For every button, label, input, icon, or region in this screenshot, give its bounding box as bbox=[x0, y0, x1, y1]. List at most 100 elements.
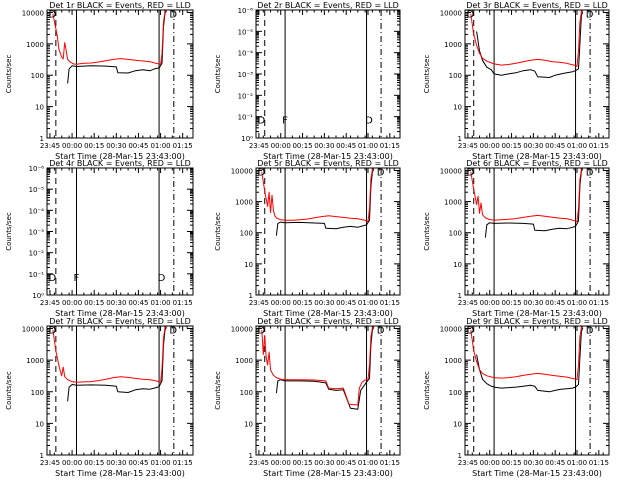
y-tick-label: 10⁻² bbox=[29, 250, 45, 258]
annotation-d: D bbox=[257, 116, 265, 127]
plot-frame bbox=[46, 9, 194, 139]
x-tick-label: 00:15 bbox=[501, 459, 521, 467]
x-tick-label: 00:15 bbox=[501, 299, 521, 307]
x-tick-label: 00:00 bbox=[480, 459, 500, 467]
y-axis-label: Counts/sec bbox=[5, 55, 13, 94]
y-axis-label: Counts/sec bbox=[423, 212, 431, 251]
annotation-d: D bbox=[377, 167, 385, 178]
x-tick-label: 00:45 bbox=[545, 459, 565, 467]
series-line-events bbox=[476, 327, 584, 393]
panel-det-3: Det 3r BLACK = Events, RED = LLD Counts/s… bbox=[423, 1, 610, 161]
plot-frame bbox=[255, 9, 401, 139]
series-line-lld bbox=[52, 326, 167, 383]
x-tick-label: 00:00 bbox=[271, 459, 291, 467]
y-tick-label: 1 bbox=[458, 135, 462, 143]
x-tick-label: 23:45 bbox=[40, 299, 60, 307]
y-tick-label: 10⁻³ bbox=[238, 71, 254, 79]
y-tick-label: 10⁻² bbox=[238, 92, 254, 100]
x-tick-label: 01:15 bbox=[589, 299, 609, 307]
y-tick-label: 1 bbox=[40, 452, 44, 460]
y-tick-label: 1000 bbox=[444, 199, 462, 207]
y-tick-label: 10 bbox=[35, 420, 44, 428]
annotation-f: F bbox=[282, 116, 288, 127]
y-tick-label: 1 bbox=[458, 292, 462, 300]
y-tick-label: 100 bbox=[31, 389, 44, 397]
y-tick-label: 100 bbox=[449, 230, 462, 238]
annotation-d: D bbox=[48, 9, 56, 20]
panel-det-2: Det 2r BLACK = Events, RED = LLD Counts/s… bbox=[214, 1, 401, 161]
annotation-d: D bbox=[169, 326, 177, 337]
y-tick-label: 10⁻³ bbox=[29, 229, 45, 237]
x-tick-label: 00:15 bbox=[84, 299, 104, 307]
y-tick-label: 10⁰ bbox=[32, 292, 44, 300]
y-tick-label: 100 bbox=[449, 72, 462, 80]
x-tick-label: 00:15 bbox=[84, 142, 104, 150]
y-tick-label: 1000 bbox=[444, 357, 462, 365]
series-line-events bbox=[484, 168, 584, 238]
x-tick-label: 01:00 bbox=[358, 459, 378, 467]
y-tick-label: 10 bbox=[244, 420, 253, 428]
x-tick-label: 00:30 bbox=[314, 459, 334, 467]
annotation-f: F bbox=[74, 273, 80, 284]
y-tick-label: 100 bbox=[240, 230, 253, 238]
series-line-events bbox=[67, 326, 167, 402]
y-tick-label: 1000 bbox=[235, 199, 253, 207]
y-tick-label: 1000 bbox=[444, 41, 462, 49]
x-tick-label: 01:15 bbox=[380, 459, 400, 467]
panel-title: Det 5r BLACK = Events, RED = LLD bbox=[257, 159, 399, 168]
panel-det-1: Det 1r BLACK = Events, RED = LLD Counts/s… bbox=[5, 1, 194, 161]
x-tick-label: 23:45 bbox=[458, 142, 478, 150]
y-axis-label: Counts/sec bbox=[423, 55, 431, 94]
y-tick-label: 10⁻⁴ bbox=[238, 50, 254, 58]
x-tick-label: 01:00 bbox=[567, 142, 587, 150]
annotation-d: D bbox=[586, 326, 594, 337]
x-tick-label: 23:45 bbox=[249, 142, 269, 150]
x-tick-label: 23:45 bbox=[40, 142, 60, 150]
y-tick-label: 10000 bbox=[440, 326, 462, 334]
series-line-lld bbox=[470, 168, 584, 223]
x-tick-label: 00:45 bbox=[336, 142, 356, 150]
y-axis-label: Counts/sec bbox=[5, 212, 13, 251]
annotation-d: D bbox=[257, 167, 265, 178]
panel-title: Det 2r BLACK = Events, RED = LLD bbox=[257, 1, 399, 10]
series-line-events bbox=[476, 11, 584, 78]
x-tick-label: 00:30 bbox=[523, 142, 543, 150]
plot-frame bbox=[46, 325, 194, 456]
plot-frame bbox=[255, 325, 401, 456]
y-tick-label: 10000 bbox=[22, 9, 44, 17]
x-tick-label: 00:30 bbox=[106, 459, 126, 467]
x-axis-label: Start Time (28-Mar-15 23:43:00) bbox=[55, 152, 185, 161]
x-tick-label: 00:30 bbox=[523, 459, 543, 467]
plot-frame bbox=[464, 167, 610, 296]
x-tick-label: 01:00 bbox=[150, 299, 170, 307]
y-tick-label: 10 bbox=[35, 104, 44, 112]
y-tick-label: 10⁻⁶ bbox=[238, 7, 254, 15]
y-tick-label: 1 bbox=[249, 292, 253, 300]
y-tick-label: 1 bbox=[249, 452, 253, 460]
x-tick-label: 01:15 bbox=[173, 459, 193, 467]
series-line-events bbox=[275, 168, 375, 236]
y-tick-label: 10 bbox=[244, 261, 253, 269]
x-tick-label: 00:00 bbox=[480, 142, 500, 150]
y-tick-label: 10⁻¹ bbox=[238, 114, 254, 122]
y-tick-label: 100 bbox=[449, 389, 462, 397]
x-tick-label: 00:45 bbox=[128, 299, 148, 307]
annotation-d: D bbox=[365, 116, 373, 127]
panel-title: Det 8r BLACK = Events, RED = LLD bbox=[257, 317, 399, 326]
x-tick-label: 00:15 bbox=[292, 142, 312, 150]
x-tick-label: 23:45 bbox=[458, 459, 478, 467]
y-axis-label: Counts/sec bbox=[214, 55, 222, 94]
series-line-lld bbox=[470, 10, 584, 67]
x-tick-label: 01:15 bbox=[380, 142, 400, 150]
plot-frame bbox=[46, 167, 194, 296]
panel-title: Det 1r BLACK = Events, RED = LLD bbox=[49, 1, 191, 10]
x-tick-label: 00:00 bbox=[271, 299, 291, 307]
annotation-d: D bbox=[466, 9, 474, 20]
x-axis-label: Start Time (28-Mar-15 23:43:00) bbox=[472, 152, 602, 161]
panel-title: Det 9r BLACK = Events, RED = LLD bbox=[466, 317, 608, 326]
y-tick-label: 100 bbox=[240, 389, 253, 397]
y-tick-label: 10⁻⁵ bbox=[238, 28, 254, 36]
x-tick-label: 00:30 bbox=[106, 142, 126, 150]
x-axis-label: Start Time (28-Mar-15 23:43:00) bbox=[263, 469, 393, 478]
